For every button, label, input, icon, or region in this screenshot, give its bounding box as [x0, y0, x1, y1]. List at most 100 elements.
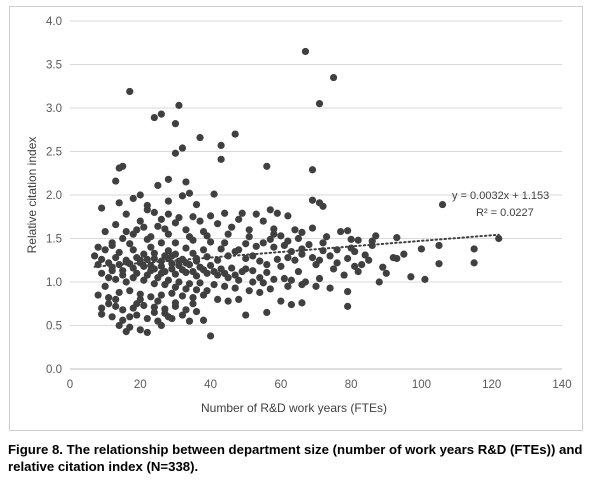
data-point: [140, 223, 148, 231]
data-point: [199, 246, 208, 254]
data-point: [199, 316, 208, 324]
data-point: [189, 213, 197, 221]
data-point: [98, 269, 106, 277]
data-point: [178, 266, 187, 274]
data-point: [249, 278, 257, 286]
data-point: [119, 316, 127, 324]
data-point: [115, 248, 123, 257]
y-tick-label: 3.5: [46, 60, 62, 72]
data-point: [157, 321, 165, 330]
data-point: [308, 166, 317, 174]
data-point: [206, 332, 215, 340]
data-point: [105, 259, 113, 267]
data-point: [393, 234, 401, 242]
data-point: [228, 264, 236, 272]
data-point: [136, 259, 144, 267]
figure-caption: Figure 8. The relationship between depar…: [8, 442, 583, 474]
data-point: [140, 250, 148, 258]
data-point: [298, 245, 306, 253]
data-point: [101, 246, 109, 254]
data-point: [361, 251, 369, 259]
data-point: [273, 255, 281, 263]
data-point: [105, 294, 113, 302]
data-point: [126, 287, 134, 295]
data-point: [280, 274, 288, 283]
data-point: [470, 259, 478, 267]
data-point: [298, 281, 306, 289]
data-point: [101, 282, 109, 290]
data-point: [235, 276, 243, 284]
data-point: [217, 141, 225, 150]
data-point: [206, 238, 215, 246]
data-point: [143, 201, 151, 210]
data-point: [372, 232, 380, 240]
data-point: [389, 254, 397, 262]
data-point: [344, 302, 352, 310]
data-point: [312, 282, 320, 290]
data-point: [231, 284, 239, 292]
data-point: [115, 321, 123, 330]
data-point: [136, 290, 144, 298]
data-point: [235, 215, 243, 223]
data-point: [119, 234, 127, 243]
data-point: [150, 208, 158, 216]
x-tick-label: 120: [482, 379, 501, 391]
data-point: [157, 257, 165, 265]
data-point: [245, 233, 253, 241]
data-point: [150, 254, 158, 263]
data-point: [154, 181, 162, 190]
data-point: [256, 257, 264, 265]
data-point: [147, 243, 155, 251]
data-point: [98, 304, 106, 312]
x-tick-label: 140: [552, 379, 571, 391]
data-point: [400, 250, 408, 258]
data-point: [263, 308, 271, 317]
data-point: [122, 327, 130, 336]
data-points: [91, 47, 503, 340]
data-point: [168, 260, 176, 268]
data-point: [150, 280, 158, 288]
data-point: [171, 283, 180, 291]
data-point: [189, 294, 197, 302]
data-point: [112, 177, 120, 185]
data-point: [171, 270, 180, 278]
data-point: [242, 311, 250, 319]
data-point: [136, 326, 144, 334]
data-point: [157, 239, 165, 247]
data-point: [221, 269, 229, 277]
data-point: [231, 271, 239, 279]
data-point: [98, 204, 106, 212]
data-point: [228, 223, 236, 231]
data-point: [150, 303, 158, 311]
data-point: [319, 239, 327, 247]
data-point: [284, 212, 292, 220]
data-point: [277, 297, 285, 305]
data-point: [129, 274, 137, 282]
data-point: [133, 254, 141, 262]
data-point: [287, 276, 295, 284]
data-point: [344, 287, 352, 296]
data-point: [122, 278, 130, 286]
data-point: [101, 227, 109, 236]
data-point: [175, 278, 183, 286]
data-point: [161, 225, 169, 233]
data-point: [119, 271, 127, 279]
data-point: [206, 261, 215, 270]
data-point: [210, 190, 218, 198]
data-point: [105, 274, 113, 282]
data-point: [178, 144, 187, 152]
data-point: [351, 247, 359, 256]
data-point: [214, 220, 222, 228]
data-point: [301, 47, 310, 56]
y-axis-title: Relative citation index: [25, 137, 39, 254]
data-point: [192, 200, 201, 209]
data-point: [231, 247, 239, 256]
data-point: [259, 279, 267, 287]
data-point: [98, 255, 106, 263]
data-point: [379, 263, 387, 271]
data-point: [122, 256, 130, 264]
data-point: [150, 113, 158, 122]
data-point: [277, 262, 285, 270]
data-point: [147, 267, 155, 275]
data-point: [157, 291, 165, 299]
